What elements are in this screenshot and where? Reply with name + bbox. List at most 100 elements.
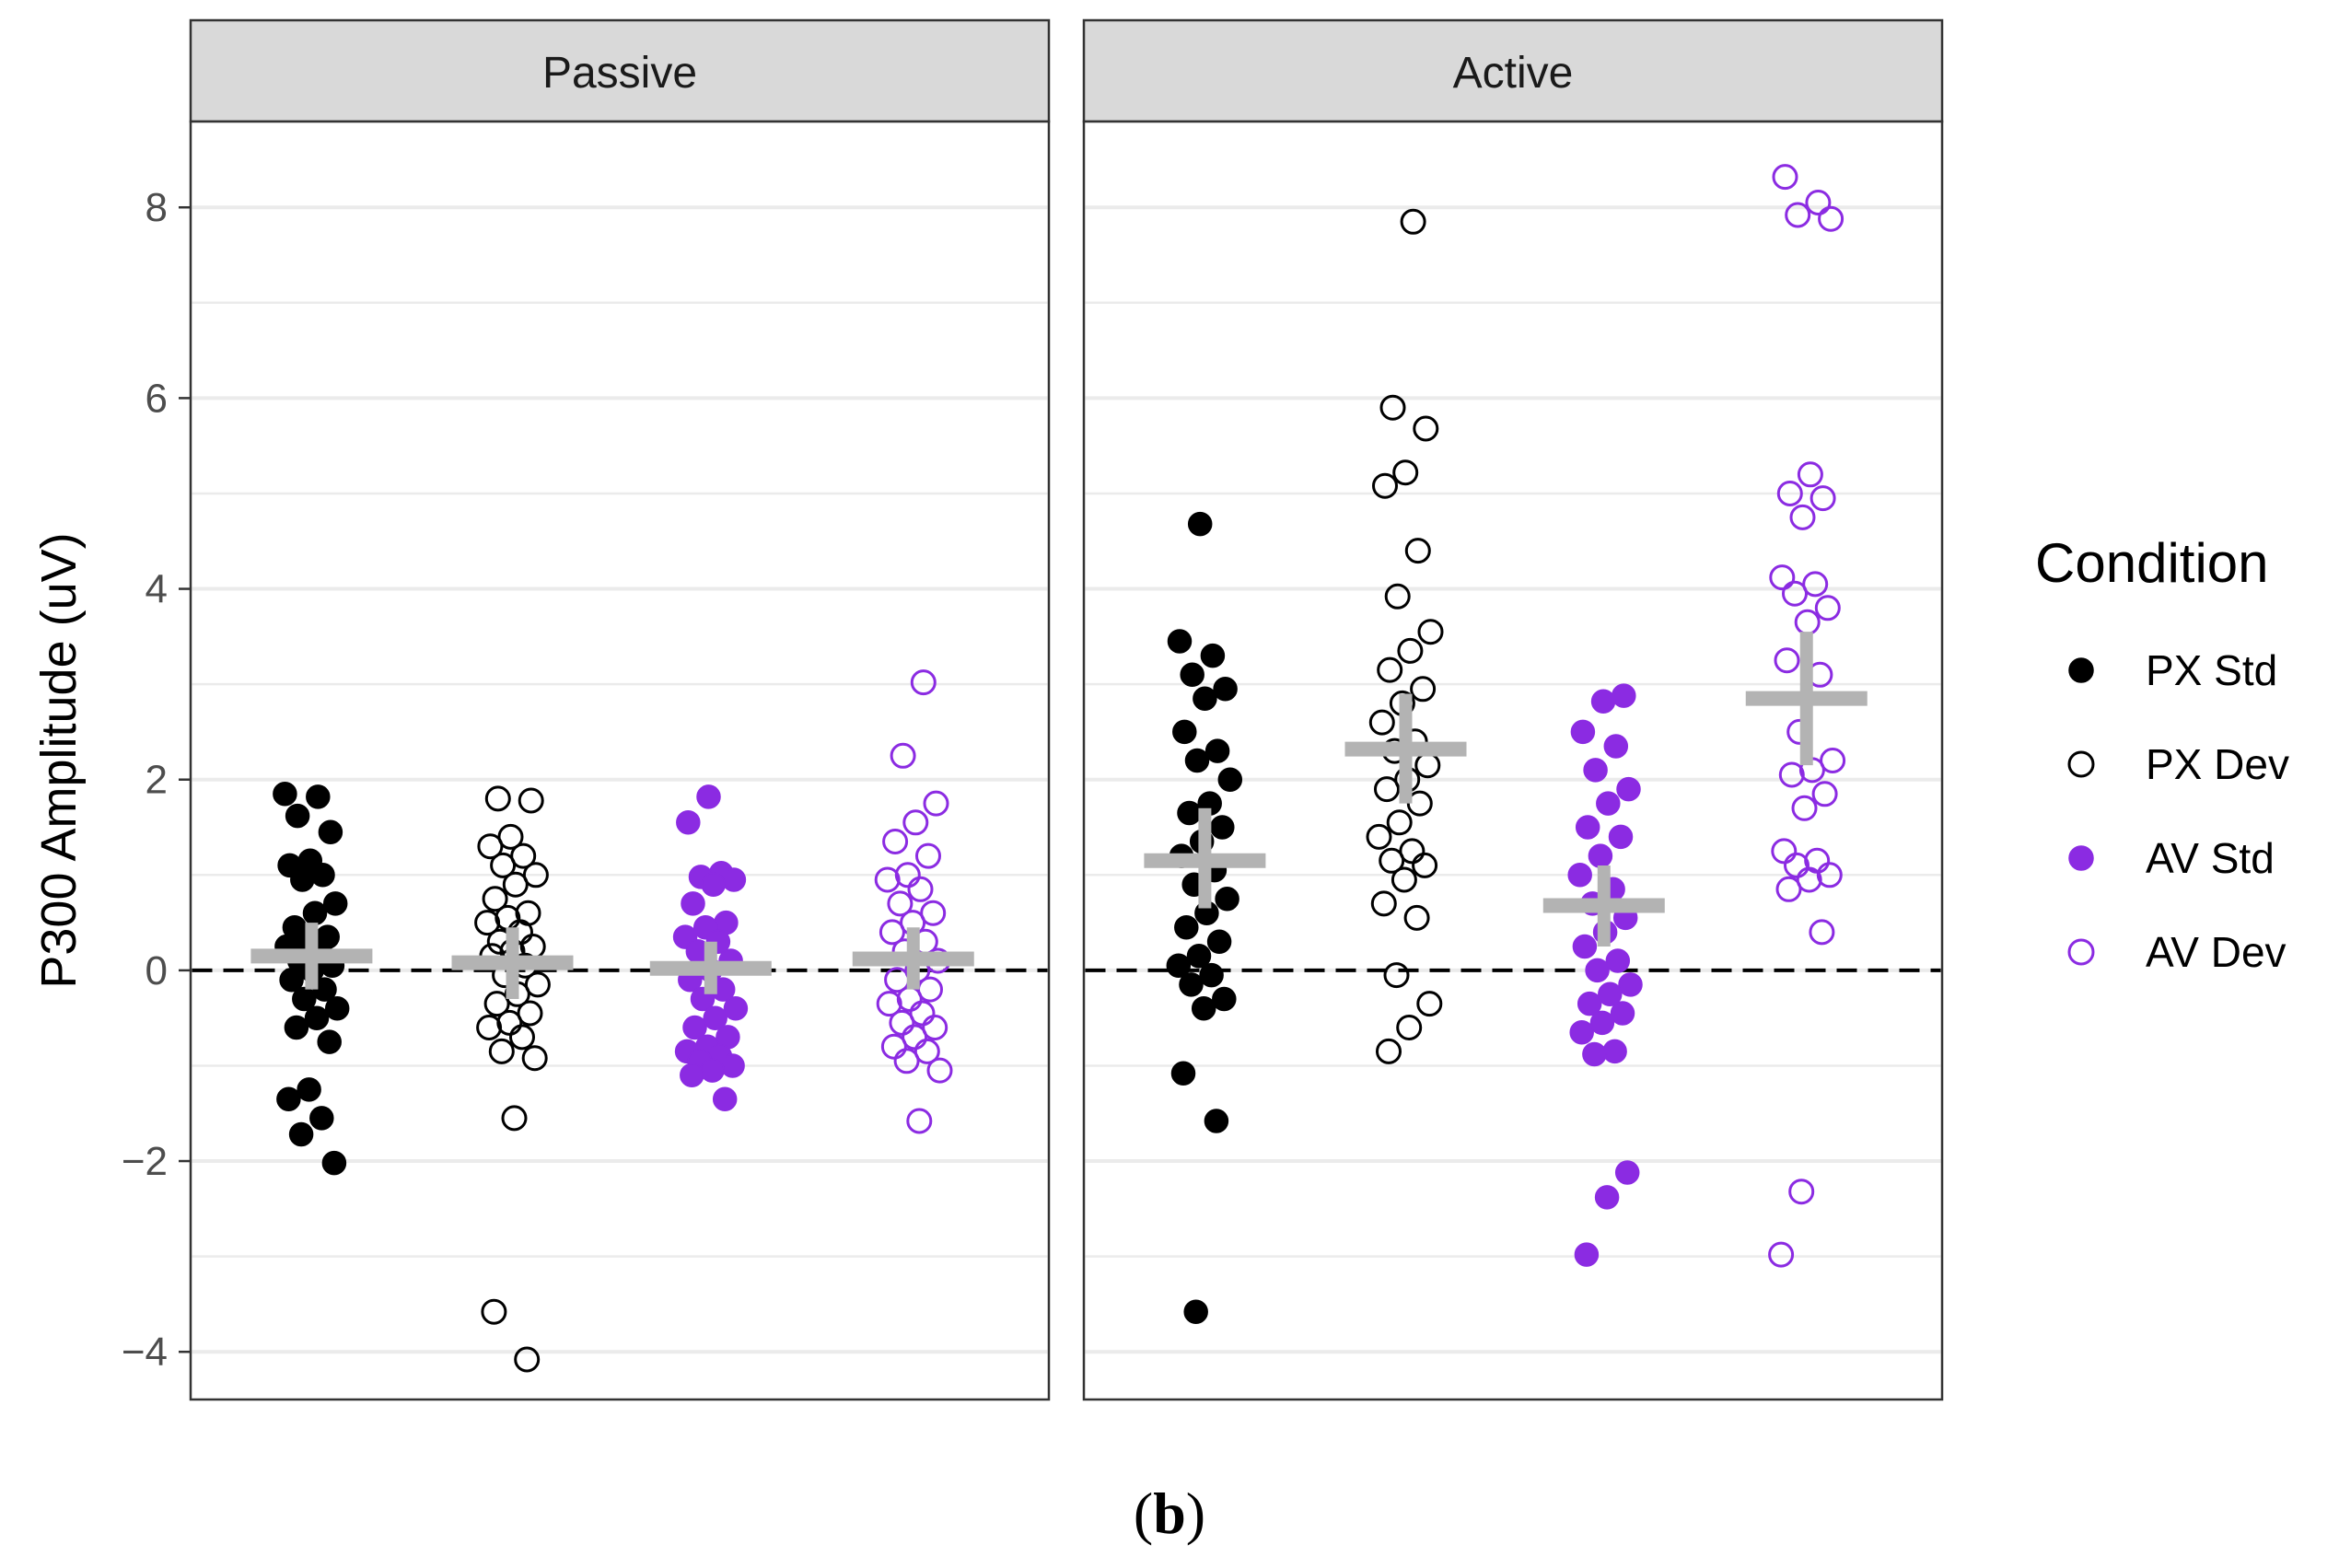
caption-letter: b xyxy=(1153,1481,1186,1546)
data-point xyxy=(317,1029,342,1054)
data-point xyxy=(1172,719,1197,745)
data-point xyxy=(1206,929,1232,955)
data-point xyxy=(517,1000,543,1027)
data-point xyxy=(1180,662,1204,688)
data-point xyxy=(476,1015,503,1040)
y-axis: −4 −2 0 2 4 6 8 xyxy=(122,185,191,1375)
data-point xyxy=(1614,1160,1640,1185)
legend-label: PX Std xyxy=(2146,646,2277,694)
y-tick-label: 2 xyxy=(145,758,168,803)
data-point xyxy=(518,787,544,814)
data-point xyxy=(1818,205,1844,232)
y-tick-label: −4 xyxy=(122,1330,168,1375)
data-point xyxy=(1200,643,1226,668)
data-point xyxy=(1416,991,1443,1017)
data-point xyxy=(1776,481,1803,506)
data-point xyxy=(1213,677,1238,702)
data-point xyxy=(700,1058,725,1083)
data-point xyxy=(1370,890,1397,917)
data-point xyxy=(1413,415,1439,442)
legend-key xyxy=(2068,657,2094,683)
data-point xyxy=(1789,504,1816,530)
data-point xyxy=(1397,637,1424,664)
data-point xyxy=(1374,776,1400,803)
data-point xyxy=(1797,461,1823,488)
data-point xyxy=(1204,1109,1229,1133)
data-point xyxy=(482,886,508,912)
data-point xyxy=(1210,815,1235,840)
data-point xyxy=(1403,904,1430,931)
figure-caption: (b) xyxy=(1134,1481,1205,1546)
data-point xyxy=(676,810,701,835)
data-point xyxy=(1775,876,1802,902)
data-point xyxy=(1610,1001,1635,1026)
data-point xyxy=(1392,459,1419,486)
data-point xyxy=(324,996,350,1021)
data-point xyxy=(310,863,335,888)
data-point xyxy=(1184,748,1210,773)
data-point xyxy=(1167,629,1193,654)
y-tick-label: −2 xyxy=(122,1139,168,1184)
strip-label-active: Active xyxy=(1453,49,1574,98)
panel-passive: Passive xyxy=(189,18,1051,1401)
data-point xyxy=(509,1024,535,1051)
data-point xyxy=(1386,809,1413,836)
data-point xyxy=(1166,953,1192,978)
legend-key xyxy=(2067,938,2095,966)
data-point xyxy=(309,1106,334,1131)
data-point xyxy=(890,742,916,769)
data-point xyxy=(1383,962,1410,989)
data-point xyxy=(1193,686,1217,711)
data-point xyxy=(909,1000,936,1027)
strip-background-passive xyxy=(189,18,1051,123)
data-point xyxy=(1778,761,1805,788)
caption-close-paren: ) xyxy=(1186,1481,1205,1546)
strip-label-passive: Passive xyxy=(542,49,697,98)
data-point xyxy=(902,1024,928,1051)
data-point xyxy=(906,1108,933,1134)
data-point xyxy=(923,790,949,817)
data-point xyxy=(1618,972,1643,997)
data-point xyxy=(920,900,947,926)
data-point xyxy=(1379,847,1405,874)
data-point xyxy=(279,967,304,993)
data-point xyxy=(880,1033,907,1060)
data-point xyxy=(302,900,328,925)
data-point xyxy=(1583,758,1608,783)
data-point xyxy=(1574,1242,1600,1267)
data-point xyxy=(510,842,537,869)
data-point xyxy=(1816,862,1843,889)
marks-passive xyxy=(250,669,974,1373)
data-point xyxy=(1772,164,1798,191)
data-point xyxy=(879,919,905,946)
legend-key xyxy=(2067,750,2095,778)
data-point xyxy=(490,852,517,878)
data-point xyxy=(514,1346,541,1373)
data-point xyxy=(1191,996,1216,1021)
data-point xyxy=(488,1038,515,1064)
data-point xyxy=(1379,394,1406,421)
data-point xyxy=(483,991,510,1017)
y-tick-label: 0 xyxy=(145,948,168,993)
data-point xyxy=(712,1086,738,1111)
data-point xyxy=(1585,958,1610,983)
data-point xyxy=(292,986,317,1012)
plot-area-active xyxy=(1082,120,1944,1401)
data-point xyxy=(723,996,749,1021)
data-point xyxy=(288,1121,314,1147)
data-point xyxy=(1768,1241,1795,1268)
data-point xyxy=(484,785,511,812)
data-point xyxy=(1372,472,1398,499)
data-point xyxy=(1217,767,1243,792)
data-point xyxy=(276,1086,301,1111)
strip-background-active xyxy=(1082,18,1944,123)
data-point xyxy=(913,1038,940,1064)
data-point xyxy=(874,866,901,893)
data-point xyxy=(1575,815,1600,840)
data-point xyxy=(1811,781,1838,807)
y-tick-label: 6 xyxy=(145,376,168,421)
data-point xyxy=(290,867,315,892)
data-point xyxy=(1400,208,1426,235)
data-point xyxy=(1774,647,1800,674)
data-point xyxy=(1570,719,1596,745)
